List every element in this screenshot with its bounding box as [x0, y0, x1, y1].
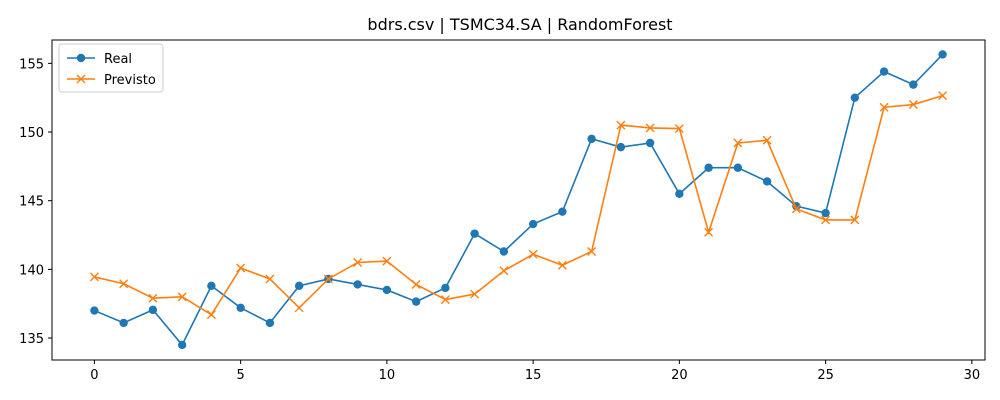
data-point [499, 247, 509, 256]
series-line [94, 53, 944, 347]
data-point [206, 310, 216, 320]
x-tick-label: 10 [379, 368, 396, 383]
x-tick-label: 5 [237, 368, 245, 383]
data-point [616, 142, 626, 152]
data-point [119, 318, 128, 328]
legend: Real Previsto [58, 43, 164, 93]
data-point [733, 163, 743, 172]
data-point [645, 138, 655, 148]
data-point [762, 135, 772, 145]
legend-marker [76, 53, 86, 63]
data-point [207, 281, 216, 291]
data-point [236, 303, 245, 313]
x-tick-label: 15 [525, 368, 542, 383]
data-point [909, 80, 918, 89]
data-point [850, 93, 860, 102]
legend-label: Real [104, 52, 132, 67]
data-point [704, 227, 714, 237]
data-point [879, 102, 889, 112]
data-point [938, 91, 948, 101]
data-point [821, 215, 831, 225]
data-point [265, 318, 275, 328]
data-point [528, 249, 538, 259]
data-point [499, 266, 509, 276]
data-point [557, 260, 567, 270]
data-point [791, 204, 801, 214]
data-point [645, 123, 655, 133]
data-point [938, 50, 947, 59]
legend-box [58, 43, 164, 93]
x-tick-label: 30 [964, 368, 981, 383]
data-point [762, 177, 772, 186]
data-point [411, 279, 421, 289]
legend-label: Previsto [104, 73, 156, 88]
data-point [558, 207, 567, 216]
data-point [587, 247, 597, 256]
chart-title: bdrs.csv | TSMC34.SA | RandomForest [367, 15, 672, 34]
y-tick-label: 155 [19, 57, 44, 72]
data-point [177, 340, 187, 350]
data-point [353, 280, 362, 289]
y-tick-label: 140 [19, 263, 44, 278]
data-point [704, 163, 713, 172]
data-point [441, 283, 450, 293]
x-tick-label: 20 [671, 368, 688, 383]
data-point [675, 189, 684, 199]
data-point [528, 219, 538, 229]
data-point [821, 208, 830, 218]
plot-area [51, 39, 986, 361]
data-point [119, 279, 129, 289]
y-tick-label: 135 [19, 332, 44, 347]
series-layer [89, 50, 948, 350]
data-point [382, 256, 392, 266]
data-point [850, 215, 860, 225]
data-point [353, 257, 363, 267]
data-point [148, 293, 158, 303]
data-point [674, 124, 684, 134]
series-line [94, 94, 943, 316]
series-previsto [89, 91, 948, 320]
plot-frame [51, 39, 986, 361]
data-point [470, 289, 480, 299]
data-point [294, 303, 304, 313]
y-tick-label: 150 [19, 126, 44, 141]
data-point [177, 292, 187, 302]
x-tick-label: 0 [90, 368, 98, 383]
data-point [908, 100, 918, 110]
data-point [294, 281, 304, 291]
x-tick-label: 25 [817, 368, 834, 383]
data-point [587, 134, 596, 144]
data-point [879, 67, 889, 76]
data-point [323, 274, 333, 284]
data-point [411, 297, 421, 306]
data-point [89, 272, 99, 282]
y-tick-label: 145 [19, 195, 44, 210]
data-point [148, 305, 158, 315]
data-point [733, 138, 743, 148]
axes: 0 5 10 15 20 25 30 135 140 145 150 155 [19, 57, 980, 383]
legend-marker [76, 74, 86, 84]
data-point [470, 229, 479, 238]
data-point [616, 120, 626, 130]
data-point [382, 285, 392, 295]
data-point [90, 306, 99, 315]
data-point [440, 295, 450, 305]
data-point [265, 274, 275, 284]
data-point [236, 263, 246, 273]
